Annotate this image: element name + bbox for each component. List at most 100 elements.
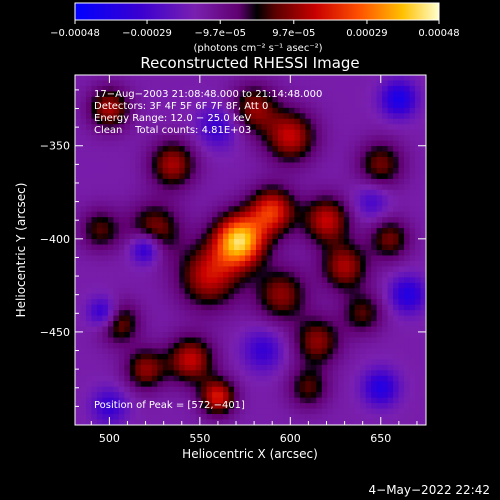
- heatmap-cell: [409, 392, 416, 399]
- heatmap-cell: [173, 200, 180, 207]
- heatmap-cell: [299, 397, 306, 404]
- heatmap-cell: [107, 173, 114, 180]
- heatmap-cell: [338, 75, 345, 81]
- heatmap-cell: [294, 222, 301, 229]
- heatmap-cell: [354, 80, 361, 87]
- heatmap-cell: [206, 102, 213, 109]
- heatmap-cell: [129, 255, 136, 262]
- heatmap-cell: [85, 113, 92, 120]
- heatmap-cell: [299, 332, 306, 338]
- heatmap-cell: [371, 277, 378, 284]
- heatmap-cell: [266, 348, 273, 355]
- heatmap-cell: [173, 392, 180, 399]
- heatmap-cell: [124, 386, 131, 393]
- heatmap-cell: [266, 326, 273, 333]
- heatmap-cell: [250, 304, 257, 311]
- heatmap-cell: [360, 353, 367, 360]
- heatmap-cell: [327, 293, 334, 300]
- heatmap-cell: [75, 85, 81, 92]
- heatmap-cell: [245, 403, 251, 409]
- heatmap-cell: [332, 288, 339, 295]
- heatmap-cell: [124, 228, 131, 234]
- heatmap-cell: [239, 211, 246, 218]
- heatmap-cell: [398, 342, 405, 349]
- heatmap-cell: [382, 146, 389, 152]
- heatmap-cell: [168, 250, 175, 256]
- heatmap-cell: [250, 414, 257, 420]
- heatmap-cell: [321, 414, 328, 420]
- heatmap-cell: [212, 260, 218, 267]
- heatmap-cell: [360, 102, 367, 109]
- heatmap-cell: [135, 173, 142, 180]
- heatmap-cell: [223, 91, 229, 98]
- heatmap-cell: [223, 310, 229, 317]
- colorbar-tick-label: −0.00029: [122, 28, 172, 39]
- heatmap-cell: [195, 310, 202, 317]
- heatmap-cell: [398, 222, 405, 229]
- heatmap-cell: [261, 167, 268, 174]
- heatmap-cell: [261, 321, 268, 327]
- heatmap-cell: [173, 178, 180, 185]
- heatmap-cell: [398, 282, 405, 289]
- heatmap-cell: [316, 195, 323, 202]
- heatmap-cell: [223, 157, 229, 163]
- heatmap-cell: [228, 260, 235, 267]
- heatmap-cell: [404, 337, 410, 344]
- heatmap-cell: [135, 381, 142, 388]
- heatmap-cell: [404, 386, 410, 393]
- heatmap-cell: [420, 107, 427, 114]
- heatmap-cell: [404, 206, 410, 213]
- heatmap-cell: [162, 200, 169, 207]
- heatmap-cell: [206, 91, 213, 98]
- heatmap-cell: [217, 375, 224, 382]
- heatmap-cell: [234, 277, 240, 284]
- heatmap-cell: [129, 277, 136, 284]
- heatmap-cell: [272, 337, 279, 344]
- heatmap-cell: [250, 282, 257, 289]
- heatmap-cell: [299, 206, 306, 213]
- heatmap-cell: [393, 80, 399, 87]
- heatmap-cell: [80, 113, 87, 120]
- heatmap-cell: [179, 397, 186, 404]
- heatmap-cell: [146, 282, 153, 289]
- heatmap-cell: [288, 113, 295, 120]
- heatmap-cell: [415, 342, 421, 349]
- heatmap-cell: [162, 75, 169, 81]
- heatmap-cell: [85, 135, 92, 142]
- heatmap-cell: [85, 392, 92, 399]
- heatmap-cell: [162, 228, 169, 234]
- heatmap-cell: [305, 222, 312, 229]
- heatmap-cell: [113, 244, 120, 251]
- heatmap-cell: [102, 255, 109, 262]
- heatmap-cell: [151, 255, 158, 262]
- heatmap-cell: [217, 162, 224, 169]
- heatmap-cell: [190, 189, 197, 196]
- heatmap-cell: [217, 397, 224, 404]
- heatmap-cell: [288, 228, 295, 234]
- heatmap-cell: [261, 157, 268, 163]
- heatmap-cell: [288, 96, 295, 103]
- heatmap-cell: [190, 288, 197, 295]
- heatmap-cell: [327, 167, 334, 174]
- heatmap-cell: [360, 113, 367, 120]
- heatmap-cell: [343, 113, 350, 120]
- heatmap-cell: [190, 392, 197, 399]
- heatmap-cell: [354, 332, 361, 338]
- heatmap-cell: [272, 91, 279, 98]
- heatmap-cell: [179, 200, 186, 207]
- heatmap-cell: [343, 348, 350, 355]
- heatmap-cell: [206, 299, 213, 306]
- heatmap-cell: [354, 75, 361, 81]
- heatmap-cell: [327, 217, 334, 224]
- heatmap-cell: [360, 348, 367, 355]
- heatmap-cell: [228, 162, 235, 169]
- heatmap-cell: [217, 271, 224, 278]
- heatmap-cell: [102, 124, 109, 131]
- heatmap-cell: [415, 271, 421, 278]
- heatmap-cell: [310, 135, 317, 142]
- heatmap-cell: [234, 403, 240, 409]
- heatmap-cell: [415, 211, 421, 218]
- heatmap-cell: [371, 184, 378, 191]
- heatmap-cell: [250, 260, 257, 267]
- heatmap-cell: [288, 157, 295, 163]
